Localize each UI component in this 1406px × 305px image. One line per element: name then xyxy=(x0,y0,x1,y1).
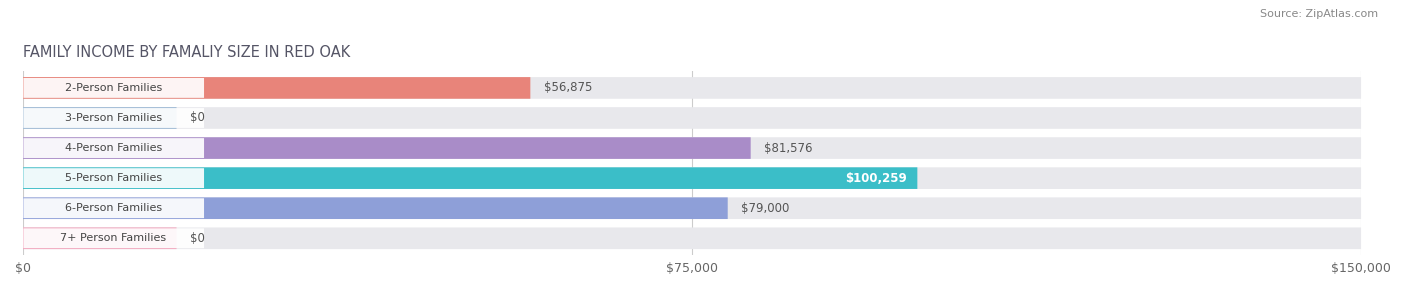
Text: $0: $0 xyxy=(190,112,205,124)
FancyBboxPatch shape xyxy=(24,228,204,248)
FancyBboxPatch shape xyxy=(22,197,728,219)
Text: $100,259: $100,259 xyxy=(845,172,907,185)
FancyBboxPatch shape xyxy=(22,228,1361,249)
Text: 6-Person Families: 6-Person Families xyxy=(65,203,162,213)
FancyBboxPatch shape xyxy=(24,198,204,218)
FancyBboxPatch shape xyxy=(24,138,204,158)
Text: 7+ Person Families: 7+ Person Families xyxy=(60,233,166,243)
FancyBboxPatch shape xyxy=(22,137,751,159)
FancyBboxPatch shape xyxy=(24,168,204,188)
Text: 5-Person Families: 5-Person Families xyxy=(65,173,162,183)
Text: $79,000: $79,000 xyxy=(741,202,789,215)
FancyBboxPatch shape xyxy=(24,108,204,128)
FancyBboxPatch shape xyxy=(22,167,1361,189)
Text: FAMILY INCOME BY FAMALIY SIZE IN RED OAK: FAMILY INCOME BY FAMALIY SIZE IN RED OAK xyxy=(22,45,350,60)
FancyBboxPatch shape xyxy=(22,167,917,189)
Text: 3-Person Families: 3-Person Families xyxy=(65,113,162,123)
FancyBboxPatch shape xyxy=(22,77,530,99)
Text: $0: $0 xyxy=(190,232,205,245)
FancyBboxPatch shape xyxy=(22,137,1361,159)
Text: Source: ZipAtlas.com: Source: ZipAtlas.com xyxy=(1260,9,1378,19)
FancyBboxPatch shape xyxy=(22,228,177,249)
FancyBboxPatch shape xyxy=(24,78,204,98)
Text: 4-Person Families: 4-Person Families xyxy=(65,143,162,153)
Text: 2-Person Families: 2-Person Families xyxy=(65,83,162,93)
FancyBboxPatch shape xyxy=(22,107,1361,129)
FancyBboxPatch shape xyxy=(22,77,1361,99)
FancyBboxPatch shape xyxy=(22,197,1361,219)
FancyBboxPatch shape xyxy=(22,107,177,129)
Text: $81,576: $81,576 xyxy=(763,142,813,155)
Text: $56,875: $56,875 xyxy=(544,81,592,95)
